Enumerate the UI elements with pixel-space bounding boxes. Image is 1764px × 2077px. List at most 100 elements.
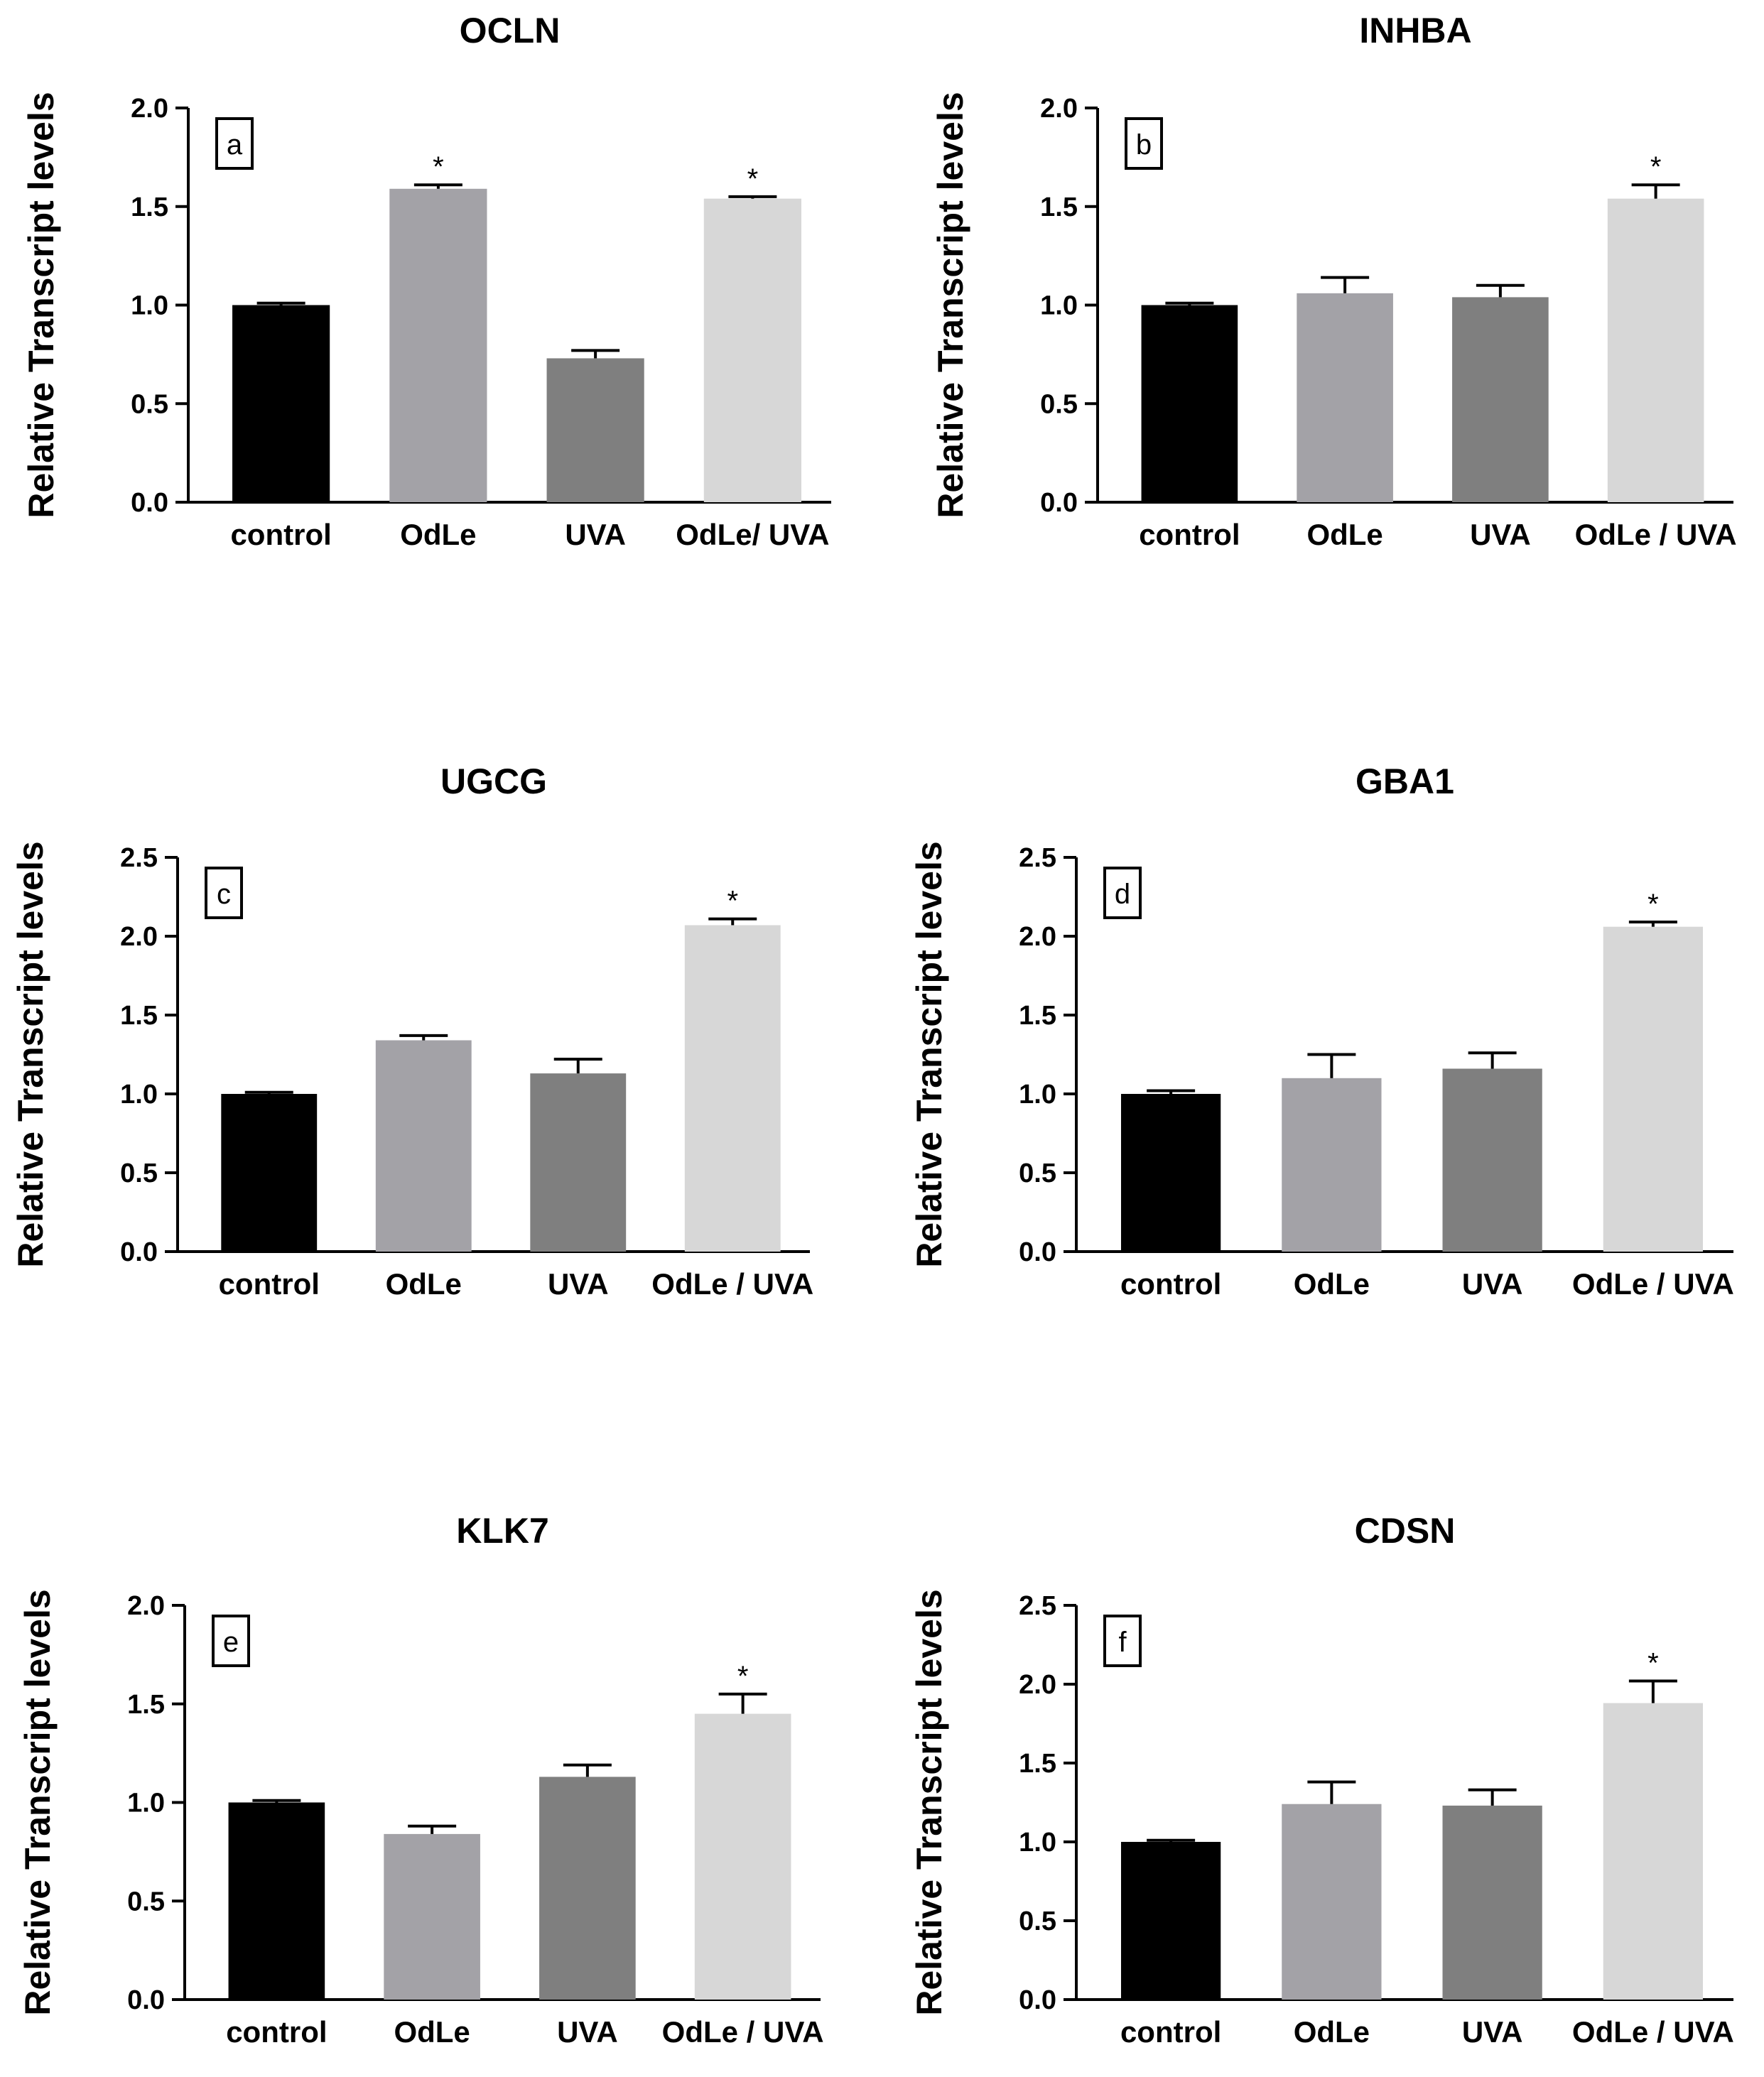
x-category-label: UVA: [557, 2015, 618, 2049]
bar-uva: [539, 1777, 636, 2000]
panel-letter-box: [205, 867, 243, 919]
chart-title: CDSN: [1355, 1511, 1456, 1551]
bar-odle: [1297, 293, 1393, 502]
panel-letter-box: [215, 117, 254, 170]
y-tick-label: 1.5: [131, 192, 168, 222]
y-tick-label: 0.0: [120, 1237, 158, 1267]
y-tick-label: 2.5: [1019, 843, 1056, 873]
bar-control: [1120, 1842, 1221, 2000]
bar-control: [1141, 305, 1238, 502]
x-category-label: UVA: [1462, 1267, 1523, 1301]
y-axis-label: Relative Transcript levels: [931, 92, 970, 518]
y-tick-label: 2.5: [120, 843, 158, 873]
y-tick-label: 2.0: [1019, 1670, 1056, 1700]
bar-uva: [1452, 297, 1549, 502]
y-tick-label: 0.0: [1019, 1237, 1056, 1267]
panel-letter: c: [217, 879, 231, 910]
panel-letter-box: [212, 1615, 250, 1667]
significance-star: *: [727, 886, 738, 917]
y-axis-label: Relative Transcript levels: [18, 1589, 58, 2015]
y-tick-label: 0.5: [1019, 1907, 1056, 1936]
bar-control: [228, 1802, 325, 2000]
bar-odle: [389, 188, 487, 502]
y-tick-label: 2.0: [1019, 922, 1056, 952]
x-category-label: control: [226, 2015, 327, 2049]
significance-star: *: [1647, 889, 1659, 920]
x-category-label: OdLe: [1294, 2015, 1370, 2049]
bar-odle: [384, 1833, 480, 2000]
chart-panel-e: KLK7 Relative Transcript levels 0.0 0.5 1.0 1…: [18, 1511, 824, 2049]
y-tick-label: 2.0: [127, 1591, 165, 1621]
chart-panel-b: INHBA Relative Transcript levels 0.0 0.5 1.0…: [931, 11, 1737, 551]
x-category-label: OdLe / UVA: [1572, 1267, 1734, 1301]
y-tick-label: 2.0: [1040, 94, 1078, 124]
significance-star: *: [1647, 1648, 1659, 1679]
x-category-label: OdLe: [400, 518, 476, 551]
significance-star: *: [433, 151, 444, 183]
y-tick-label: 0.0: [127, 1985, 165, 2015]
y-tick-label: 2.5: [1019, 1591, 1056, 1621]
bar-odle-uva: [694, 1713, 791, 2000]
x-category-label: UVA: [548, 1267, 609, 1301]
panel-letter: f: [1118, 1627, 1127, 1658]
bar-uva: [546, 358, 644, 502]
x-category-label: UVA: [1462, 2015, 1523, 2049]
y-axis-label: Relative Transcript levels: [909, 1589, 949, 2015]
chart-panel-a: OCLN Relative Transcript levels 0.0 0.5 1.0 1…: [21, 11, 831, 551]
panel-letter-box: [1103, 1615, 1142, 1667]
significance-star: *: [747, 163, 759, 195]
y-tick-label: 1.5: [120, 1001, 158, 1031]
chart-panel-c: UGCG Relative Transcript levels 0.0 0.5 1.0 1…: [11, 761, 813, 1301]
significance-star: *: [1650, 151, 1662, 183]
chart-title: INHBA: [1359, 11, 1471, 50]
y-tick-label: 1.5: [1040, 192, 1078, 222]
x-category-label: OdLe: [1294, 1267, 1370, 1301]
bar-control: [221, 1094, 318, 1252]
y-tick-label: 1.0: [127, 1789, 165, 1818]
bar-control: [232, 305, 330, 502]
panel-letter: d: [1115, 879, 1130, 910]
bar-odle-uva: [1607, 198, 1704, 502]
bar-odle-uva: [1603, 926, 1704, 1252]
chart-title: OCLN: [460, 11, 561, 50]
y-tick-label: 0.0: [1019, 1985, 1056, 2015]
bar-odle: [1282, 1804, 1382, 2000]
x-category-label: OdLe / UVA: [1575, 518, 1737, 551]
bar-odle: [375, 1040, 472, 1252]
y-tick-label: 0.5: [1040, 389, 1078, 419]
significance-star: *: [737, 1661, 749, 1692]
y-tick-label: 1.0: [1040, 291, 1078, 321]
chart-title: GBA1: [1356, 761, 1454, 801]
bar-uva: [1442, 1068, 1542, 1252]
y-tick-label: 1.0: [120, 1080, 158, 1110]
panel-letter: a: [227, 129, 243, 161]
y-tick-label: 0.0: [131, 488, 168, 518]
bar-uva: [1442, 1805, 1542, 2000]
y-tick-label: 2.0: [120, 922, 158, 952]
x-category-label: control: [219, 1267, 320, 1301]
bar-odle-uva: [703, 198, 801, 502]
panel-letter-box: [1103, 867, 1142, 919]
x-category-label: OdLe / UVA: [662, 2015, 824, 2049]
y-tick-label: 1.5: [127, 1690, 165, 1720]
x-category-label: UVA: [565, 518, 626, 551]
x-category-label: control: [1120, 2015, 1221, 2049]
y-tick-label: 0.0: [1040, 488, 1078, 518]
x-category-label: UVA: [1470, 518, 1531, 551]
chart-panel-f: CDSN Relative Transcript levels 0.0 0.5 1.0 1…: [909, 1511, 1734, 2049]
bar-control: [1120, 1094, 1221, 1252]
bar-odle: [1282, 1078, 1382, 1252]
y-tick-label: 1.0: [1019, 1080, 1056, 1110]
y-tick-label: 1.5: [1019, 1001, 1056, 1031]
chart-title: UGCG: [440, 761, 547, 801]
panel-letter: e: [223, 1627, 239, 1658]
x-category-label: OdLe / UVA: [651, 1267, 813, 1301]
bar-uva: [530, 1073, 627, 1252]
x-category-label: OdLe: [386, 1267, 462, 1301]
x-category-label: OdLe/ UVA: [676, 518, 829, 551]
x-category-label: control: [1120, 1267, 1221, 1301]
bar-odle-uva: [1603, 1703, 1704, 2000]
y-axis-label: Relative Transcript levels: [21, 92, 61, 518]
chart-title: KLK7: [456, 1511, 549, 1551]
